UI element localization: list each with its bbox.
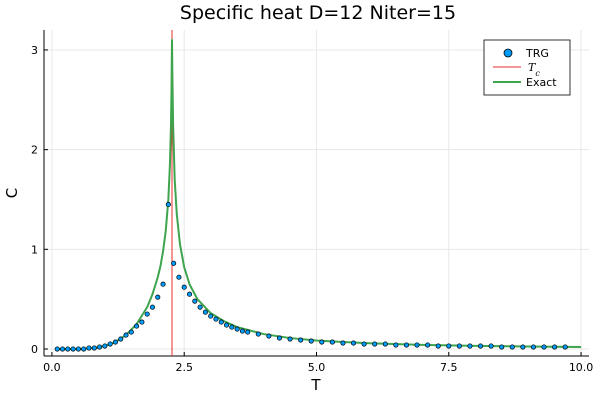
trg-point	[530, 344, 536, 350]
series-layer	[54, 30, 582, 356]
trg-point	[239, 328, 245, 334]
trg-point	[218, 319, 224, 325]
trg-point	[197, 304, 203, 310]
exact-curve	[57, 38, 582, 351]
trg-point	[112, 339, 118, 345]
trg-point	[266, 333, 272, 339]
trg-point	[186, 291, 193, 297]
trg-point	[176, 274, 182, 280]
trg-point	[70, 346, 76, 352]
chart-title: Specific heat D=12 Niter=15	[180, 2, 456, 24]
trg-point	[350, 340, 357, 346]
trg-point	[319, 339, 325, 345]
trg-point	[456, 343, 462, 349]
trg-point	[165, 201, 171, 208]
trg-point	[287, 336, 293, 342]
trg-point	[403, 342, 410, 348]
trg-point	[393, 342, 399, 348]
trg-point	[361, 341, 367, 347]
y-tick-label: 2	[31, 144, 38, 157]
trg-point	[446, 343, 452, 349]
y-tick-label: 1	[31, 243, 38, 256]
trg-point	[134, 323, 140, 329]
trg-point	[123, 332, 129, 338]
trg-point	[181, 284, 187, 290]
legend-label-trg: TRG	[525, 47, 549, 60]
trg-point	[425, 342, 431, 348]
trg-point	[552, 344, 558, 350]
x-tick-label: 5.0	[308, 361, 326, 374]
trg-point	[488, 343, 494, 349]
legend-label-exact: Exact	[526, 76, 557, 89]
trg-point	[208, 313, 214, 319]
trg-point	[340, 340, 346, 346]
trg-point	[509, 344, 515, 350]
trg-point	[382, 341, 388, 347]
trg-point	[65, 346, 71, 352]
trg-point	[102, 343, 108, 349]
x-tick-label: 10.0	[569, 361, 594, 374]
trg-point	[276, 335, 283, 341]
trg-point	[477, 343, 484, 349]
legend: TRG Tc Exact	[483, 39, 571, 96]
legend-marker-trg	[503, 48, 513, 58]
trg-point	[139, 319, 145, 325]
y-axis-label: C	[3, 188, 21, 198]
trg-point	[298, 337, 304, 343]
trg-point	[128, 329, 134, 335]
trg-point	[54, 346, 60, 352]
x-tick-label: 7.5	[440, 361, 458, 374]
y-tick-label: 3	[31, 44, 38, 57]
trg-point	[229, 324, 235, 330]
trg-point	[107, 341, 113, 347]
trg-point	[59, 346, 66, 352]
trg-point	[414, 342, 420, 348]
y-tick-label: 0	[31, 343, 38, 356]
trg-point	[255, 331, 261, 337]
trg-point	[499, 344, 505, 350]
trg-point	[86, 345, 92, 351]
trg-point	[144, 311, 150, 317]
trg-point	[520, 344, 526, 350]
x-axis-label: T	[310, 376, 321, 394]
trg-point	[541, 344, 547, 350]
trg-point	[308, 338, 314, 344]
trg-point	[81, 346, 87, 352]
trg-point	[245, 329, 251, 335]
trg-point	[155, 294, 161, 300]
trg-point	[372, 341, 378, 347]
trg-point	[223, 322, 230, 328]
trg-point	[118, 336, 124, 342]
x-tick-label: 0.0	[43, 361, 61, 374]
trg-point	[97, 344, 103, 350]
trg-point	[202, 309, 208, 315]
trg-point	[192, 298, 198, 304]
trg-point	[160, 281, 166, 287]
trg-point	[149, 304, 156, 310]
trg-point	[91, 345, 97, 351]
trg-point	[213, 316, 219, 322]
y-ticks: 0 1 2 3	[31, 44, 48, 356]
trg-point	[171, 260, 177, 266]
trg-point	[234, 326, 240, 332]
trg-point	[75, 346, 81, 352]
trg-point	[435, 343, 441, 349]
x-tick-label: 2.5	[175, 361, 193, 374]
trg-point	[562, 344, 568, 350]
trg-point	[467, 343, 473, 349]
trg-point	[329, 339, 335, 345]
x-ticks: 0.0 2.5 5.0 7.5 10.0	[43, 352, 593, 374]
